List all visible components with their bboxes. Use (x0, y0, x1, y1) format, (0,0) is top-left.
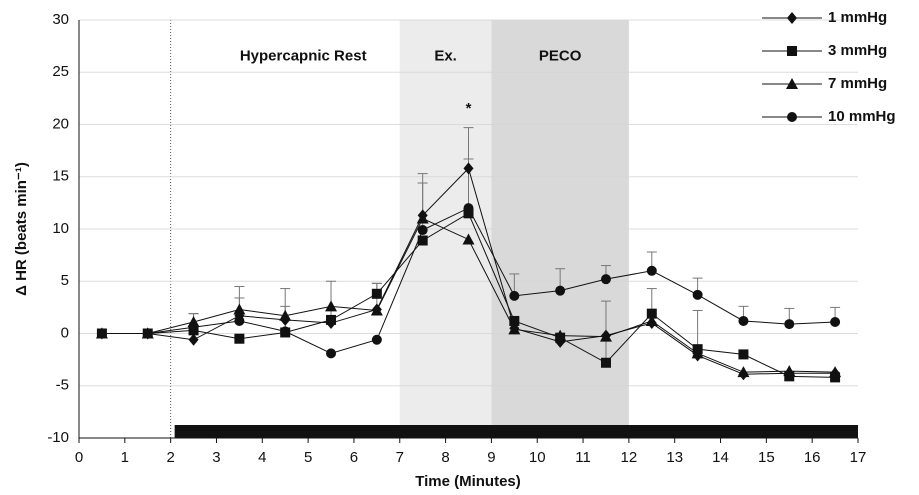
region-label: PECO (539, 48, 582, 65)
legend-label: 3 mmHg (828, 42, 887, 59)
marker (787, 12, 797, 24)
marker (416, 212, 429, 224)
marker (691, 347, 704, 359)
x-tick-label: 2 (166, 449, 174, 466)
marker (279, 309, 292, 321)
x-tick-label: 11 (575, 449, 591, 466)
marker (371, 334, 382, 345)
x-tick-label: 10 (529, 449, 546, 466)
marker (326, 314, 337, 325)
marker (738, 349, 749, 360)
y-tick-label: 15 (52, 168, 69, 185)
marker (737, 366, 750, 378)
marker (599, 330, 612, 342)
x-tick-label: 16 (804, 449, 821, 466)
marker (326, 348, 337, 359)
y-axis-title: Δ HR (beats min⁻¹) (13, 162, 30, 296)
marker (783, 365, 796, 377)
x-tick-label: 5 (304, 449, 312, 466)
marker (371, 288, 382, 299)
marker (787, 46, 797, 56)
marker (188, 333, 199, 346)
marker (417, 225, 428, 236)
x-tick-label: 17 (850, 449, 867, 466)
x-tick-label: 7 (396, 449, 404, 466)
marker (280, 326, 291, 337)
marker (142, 328, 153, 339)
x-axis-title: Time (Minutes) (415, 473, 521, 490)
marker (830, 372, 841, 383)
marker (463, 203, 474, 214)
x-tick-label: 13 (666, 449, 683, 466)
marker (325, 300, 338, 312)
y-tick-label: 0 (61, 324, 69, 341)
x-tick-label: 15 (758, 449, 775, 466)
marker (787, 112, 797, 122)
marker (830, 317, 841, 328)
legend-label: 10 mmHg (828, 108, 896, 125)
marker (786, 78, 798, 89)
marker (96, 328, 107, 339)
marker (555, 285, 566, 296)
y-tick-label: 5 (61, 272, 69, 289)
legend-label: 1 mmHg (828, 9, 887, 26)
region-label: Ex. (434, 48, 457, 65)
marker (370, 304, 383, 316)
y-tick-label: -5 (56, 377, 69, 394)
legend-label: 7 mmHg (828, 75, 887, 92)
marker (738, 315, 749, 326)
x-tick-label: 0 (75, 449, 83, 466)
marker (508, 323, 521, 335)
marker (784, 371, 795, 382)
marker (645, 314, 658, 326)
marker (646, 265, 657, 276)
marker (600, 274, 611, 285)
y-tick-label: -10 (47, 429, 69, 446)
x-tick-label: 4 (258, 449, 266, 466)
x-tick-label: 9 (487, 449, 495, 466)
marker (417, 235, 428, 246)
marker (646, 308, 657, 319)
y-tick-label: 10 (52, 220, 69, 237)
marker (692, 289, 703, 300)
y-tick-label: 20 (52, 115, 69, 132)
marker (784, 319, 795, 330)
marker (188, 322, 199, 333)
x-tick-label: 3 (212, 449, 220, 466)
marker (509, 290, 520, 301)
x-tick-label: 8 (441, 449, 449, 466)
x-tick-label: 12 (621, 449, 638, 466)
y-tick-label: 25 (52, 63, 69, 80)
marker (462, 233, 475, 245)
marker (234, 315, 245, 326)
marker (234, 333, 245, 344)
protocol-bar (174, 425, 858, 438)
marker (829, 366, 842, 378)
error-bar (692, 310, 703, 350)
x-tick-label: 6 (350, 449, 358, 466)
annotation: * (466, 100, 472, 117)
x-tick-label: 14 (712, 449, 729, 466)
x-tick-label: 1 (121, 449, 129, 466)
marker (233, 303, 246, 315)
marker (509, 315, 520, 326)
region-label: Hypercapnic Rest (240, 48, 367, 65)
marker (554, 329, 567, 341)
y-tick-label: 30 (52, 11, 69, 28)
marker (463, 208, 474, 219)
marker (600, 357, 611, 368)
marker (463, 162, 474, 175)
